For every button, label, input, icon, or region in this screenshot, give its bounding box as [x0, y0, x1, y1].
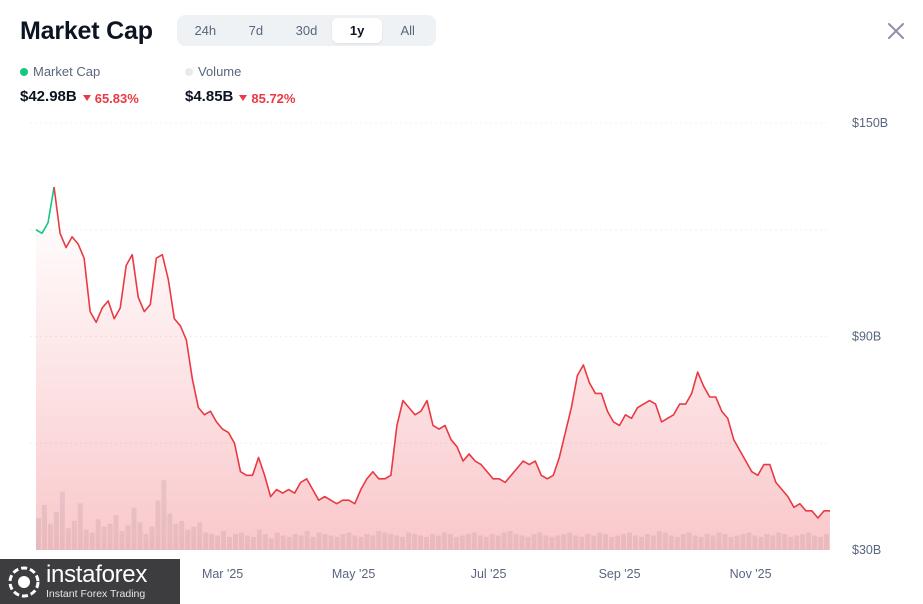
tab-1y[interactable]: 1y	[331, 18, 383, 43]
triangle-down-icon	[239, 95, 248, 101]
market-cap-stat: $42.98B 65.83%	[20, 88, 139, 106]
legend-label-market-cap: Market Cap	[33, 64, 101, 79]
x-tick-label: May '25	[332, 567, 375, 581]
x-tick-label: Sep '25	[599, 567, 641, 581]
market-cap-line-up	[35, 186, 55, 235]
x-tick-label: Jul '25	[471, 567, 507, 581]
x-axis: Mar '25 May '25 Jul '25 Sep '25 Nov '25	[202, 567, 772, 581]
market-cap-line	[53, 186, 830, 519]
time-range-tabs: 24h 7d 30d 1y All	[177, 15, 436, 46]
market-cap-value: $42.98B	[20, 88, 77, 105]
page-title: Market Cap	[20, 16, 153, 45]
legend-label-volume: Volume	[198, 64, 242, 79]
tab-24h[interactable]: 24h	[194, 23, 217, 38]
market-cap-change-value: 65.83%	[94, 90, 139, 106]
tab-7d[interactable]: 7d	[248, 23, 264, 38]
watermark-brand: instaforex	[46, 561, 148, 588]
y-tick-label: $30B	[852, 543, 881, 557]
tab-30d[interactable]: 30d	[295, 23, 318, 38]
y-tick-label: $90B	[852, 330, 881, 344]
x-tick-label: Mar '25	[202, 567, 243, 581]
market-cap-area	[36, 229, 830, 550]
market-cap-legend-dot	[20, 67, 28, 76]
instaforex-watermark: instaforex Instant Forex Trading	[0, 559, 180, 604]
triangle-down-icon	[82, 95, 91, 101]
header: Market Cap	[20, 14, 153, 48]
watermark-subtitle: Instant Forex Trading	[46, 588, 146, 600]
x-tick-label: Nov '25	[730, 567, 772, 581]
legend-volume[interactable]: Volume	[185, 64, 241, 79]
legend-market-cap[interactable]: Market Cap	[20, 64, 100, 79]
volume-stat: $4.85B 85.72%	[185, 88, 295, 106]
volume-change: 85.72%	[239, 91, 295, 106]
volume-change-value: 85.72%	[251, 90, 296, 106]
instaforex-logo-icon	[6, 564, 42, 600]
market-cap-change: 65.83%	[82, 90, 139, 106]
volume-legend-dot	[185, 67, 193, 76]
y-axis: $150B $90B $30B	[852, 116, 888, 557]
close-icon	[888, 23, 904, 39]
volume-value: $4.85B	[185, 88, 234, 105]
y-tick-label: $150B	[852, 116, 888, 130]
close-button[interactable]	[884, 19, 908, 43]
tab-all[interactable]: All	[400, 23, 415, 38]
